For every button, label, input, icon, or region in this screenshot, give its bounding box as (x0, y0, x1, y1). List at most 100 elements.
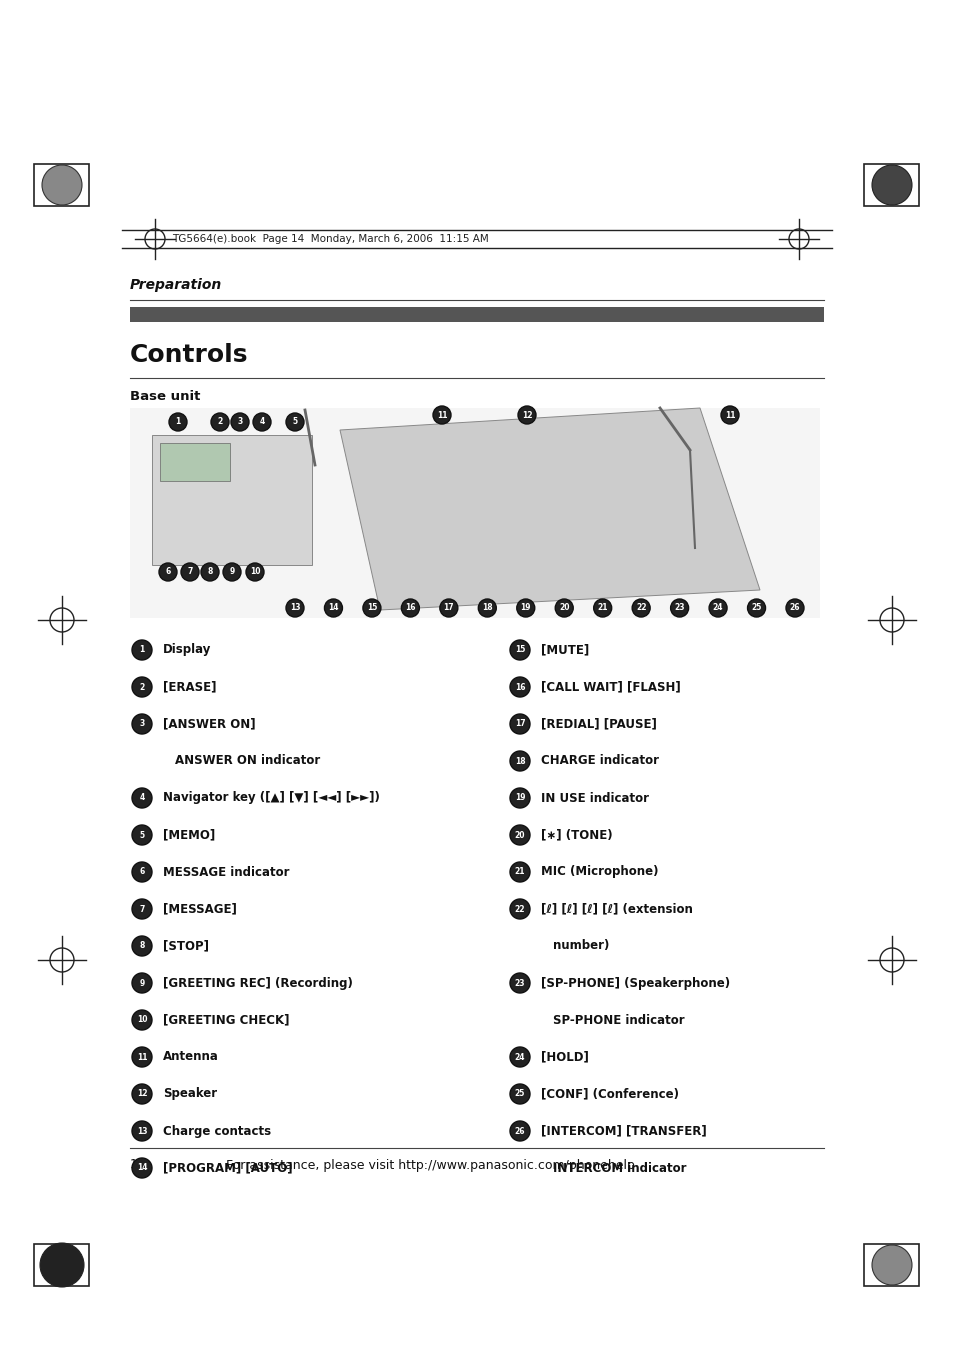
Text: 23: 23 (674, 604, 684, 612)
Text: 10: 10 (250, 567, 260, 577)
Text: Controls: Controls (130, 343, 248, 367)
Circle shape (132, 788, 152, 808)
Text: [MEMO]: [MEMO] (163, 828, 215, 842)
Circle shape (510, 677, 530, 697)
Circle shape (132, 640, 152, 661)
Circle shape (132, 862, 152, 882)
Text: 9: 9 (229, 567, 234, 577)
Circle shape (510, 788, 530, 808)
Text: 25: 25 (751, 604, 760, 612)
Text: 22: 22 (636, 604, 646, 612)
Text: number): number) (553, 939, 609, 952)
Text: 4: 4 (259, 417, 264, 427)
Circle shape (132, 1011, 152, 1029)
Circle shape (132, 1158, 152, 1178)
Text: 1: 1 (175, 417, 180, 427)
Circle shape (747, 598, 764, 617)
Text: 19: 19 (515, 793, 525, 802)
Text: [ANSWER ON]: [ANSWER ON] (163, 717, 255, 731)
Text: 10: 10 (136, 1016, 147, 1024)
Circle shape (510, 713, 530, 734)
Circle shape (286, 413, 304, 431)
Text: [CALL WAIT] [FLASH]: [CALL WAIT] [FLASH] (540, 681, 680, 693)
Circle shape (132, 1084, 152, 1104)
Text: Charge contacts: Charge contacts (163, 1124, 271, 1138)
Circle shape (510, 825, 530, 844)
Circle shape (223, 563, 241, 581)
Text: IN USE indicator: IN USE indicator (540, 792, 648, 804)
Text: [GREETING REC] (Recording): [GREETING REC] (Recording) (163, 977, 353, 989)
Text: Navigator key ([▲] [▼] [◄◄] [►►]): Navigator key ([▲] [▼] [◄◄] [►►]) (163, 792, 379, 804)
Circle shape (253, 413, 271, 431)
Circle shape (132, 1121, 152, 1142)
Text: [PROGRAM] [AUTO]: [PROGRAM] [AUTO] (163, 1162, 293, 1174)
Bar (130, 408, 820, 617)
Circle shape (517, 407, 536, 424)
Text: 22: 22 (515, 905, 525, 913)
Circle shape (181, 563, 199, 581)
Circle shape (201, 563, 219, 581)
Text: 6: 6 (165, 567, 171, 577)
Text: 3: 3 (139, 720, 145, 728)
Circle shape (169, 413, 187, 431)
Text: [∗] (TONE): [∗] (TONE) (540, 828, 612, 842)
Text: 14: 14 (136, 1163, 147, 1173)
Text: [REDIAL] [PAUSE]: [REDIAL] [PAUSE] (540, 717, 657, 731)
Bar (863, 1244, 919, 1286)
Bar (152, 435, 312, 565)
Circle shape (246, 563, 264, 581)
Text: 8: 8 (139, 942, 145, 951)
Circle shape (510, 973, 530, 993)
Text: 7: 7 (139, 905, 145, 913)
Circle shape (211, 413, 229, 431)
Text: 23: 23 (515, 978, 525, 988)
Text: [INTERCOM] [TRANSFER]: [INTERCOM] [TRANSFER] (540, 1124, 706, 1138)
Circle shape (132, 825, 152, 844)
Text: MESSAGE indicator: MESSAGE indicator (163, 866, 289, 878)
Circle shape (555, 598, 573, 617)
Text: 21: 21 (597, 604, 607, 612)
Text: 2: 2 (139, 682, 145, 692)
Text: 5: 5 (139, 831, 145, 839)
Circle shape (720, 407, 739, 424)
Text: 2: 2 (217, 417, 222, 427)
Text: 20: 20 (558, 604, 569, 612)
Circle shape (159, 563, 177, 581)
Text: INTERCOM indicator: INTERCOM indicator (553, 1162, 686, 1174)
Text: 19: 19 (520, 604, 531, 612)
Text: 16: 16 (515, 682, 525, 692)
Circle shape (439, 598, 457, 617)
Text: 5: 5 (293, 417, 297, 427)
Text: 11: 11 (136, 1052, 147, 1062)
Circle shape (517, 598, 535, 617)
Text: 6: 6 (139, 867, 145, 877)
Text: Antenna: Antenna (163, 1051, 218, 1063)
Text: CHARGE indicator: CHARGE indicator (540, 754, 659, 767)
Circle shape (433, 407, 451, 424)
Circle shape (132, 677, 152, 697)
Text: 11: 11 (724, 411, 735, 420)
Circle shape (40, 1243, 84, 1288)
Text: Base unit: Base unit (130, 390, 200, 404)
Text: SP-PHONE indicator: SP-PHONE indicator (553, 1013, 684, 1027)
Text: 26: 26 (515, 1127, 525, 1135)
Circle shape (132, 936, 152, 957)
Text: ANSWER ON indicator: ANSWER ON indicator (174, 754, 320, 767)
Text: [ERASE]: [ERASE] (163, 681, 216, 693)
Circle shape (670, 598, 688, 617)
Text: 12: 12 (136, 1089, 147, 1098)
Text: 14: 14 (130, 1159, 146, 1171)
Circle shape (362, 598, 380, 617)
Text: 24: 24 (712, 604, 722, 612)
Circle shape (132, 713, 152, 734)
Text: For assistance, please visit http://www.panasonic.com/phonehelp: For assistance, please visit http://www.… (225, 1159, 634, 1171)
Circle shape (132, 1047, 152, 1067)
Text: Display: Display (163, 643, 212, 657)
Text: [SP-PHONE] (Speakerphone): [SP-PHONE] (Speakerphone) (540, 977, 729, 989)
Text: 25: 25 (515, 1089, 525, 1098)
Text: [GREETING CHECK]: [GREETING CHECK] (163, 1013, 289, 1027)
Circle shape (632, 598, 650, 617)
Circle shape (42, 165, 82, 205)
Text: [STOP]: [STOP] (163, 939, 209, 952)
Circle shape (785, 598, 803, 617)
